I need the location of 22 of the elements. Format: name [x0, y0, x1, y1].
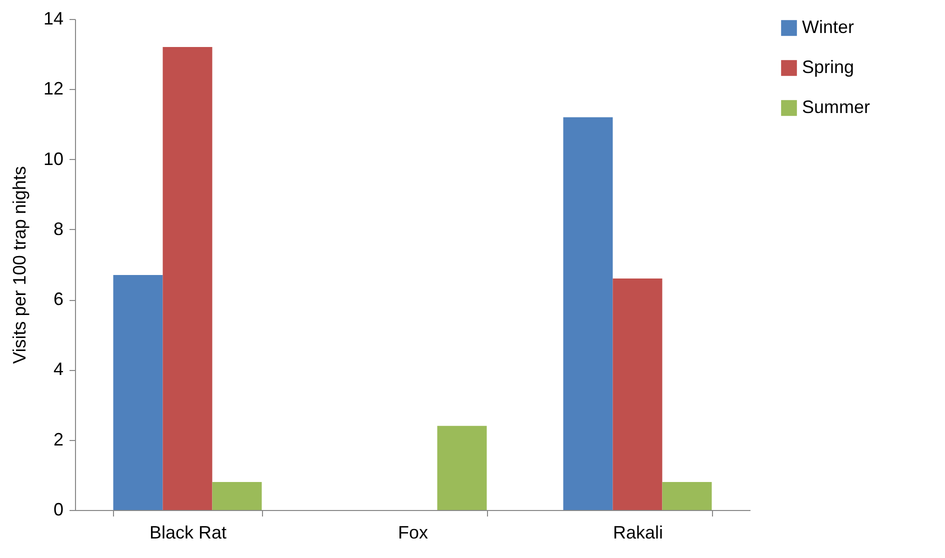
bar	[162, 47, 212, 510]
y-axis-title: Visits per 100 trap nights	[9, 166, 30, 364]
bar	[113, 275, 163, 510]
x-tick-label: Black Rat	[149, 522, 227, 542]
legend-label: Spring	[802, 57, 854, 77]
y-tick-label: 6	[53, 289, 64, 310]
x-tick-label: Fox	[398, 522, 428, 542]
y-tick-label: 2	[53, 429, 64, 450]
y-tick-label: 4	[53, 359, 64, 380]
legend-label: Summer	[802, 97, 870, 117]
x-tick-label: Rakali	[612, 522, 664, 542]
bar	[612, 278, 662, 510]
bar	[563, 117, 613, 510]
y-tick-label: 8	[53, 218, 64, 239]
y-tick-label: 10	[43, 148, 64, 169]
bar	[212, 482, 262, 510]
bar	[662, 482, 712, 510]
y-tick-label: 0	[53, 500, 64, 520]
bar	[437, 426, 487, 510]
y-tick-label: 14	[43, 8, 64, 28]
legend-label: Winter	[802, 17, 854, 37]
y-tick-label: 12	[43, 78, 64, 99]
